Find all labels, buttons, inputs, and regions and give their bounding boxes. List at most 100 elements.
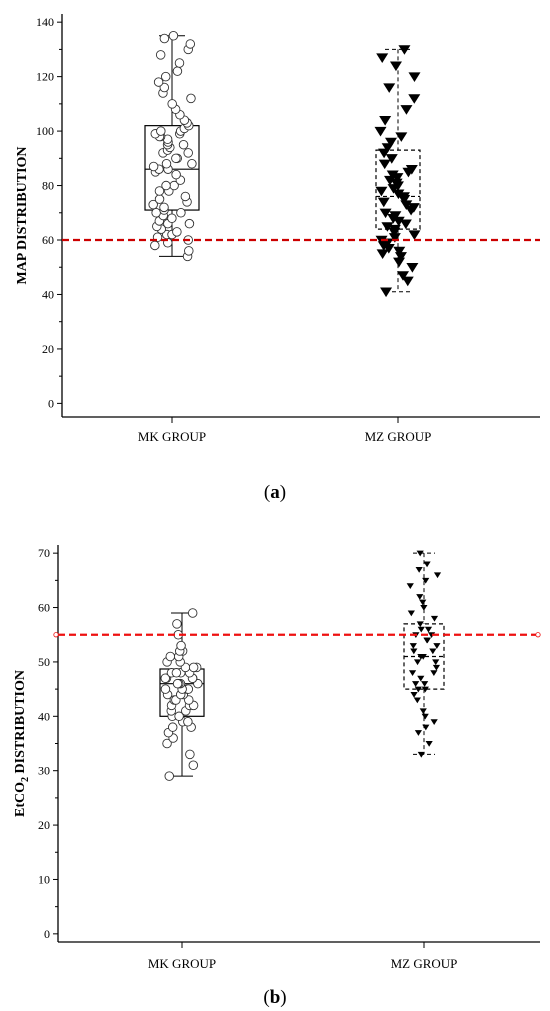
data-point bbox=[161, 180, 171, 191]
data-point bbox=[414, 686, 422, 693]
data-point bbox=[148, 199, 158, 210]
x-tick-label: MZ GROUP bbox=[365, 429, 432, 444]
y-tick-label: 10 bbox=[38, 872, 50, 886]
data-point bbox=[187, 608, 198, 618]
data-point bbox=[408, 230, 421, 240]
data-point bbox=[410, 648, 418, 655]
iqr-box bbox=[144, 125, 200, 211]
series-1 bbox=[144, 31, 200, 262]
panel-b-chart: 0 10 20 30 40 50 60 70 EtCO2 DISTRIBUTION MK GROU… bbox=[13, 545, 541, 971]
data-point bbox=[399, 219, 412, 230]
data-point bbox=[167, 722, 178, 732]
data-point bbox=[394, 252, 407, 262]
data-point bbox=[425, 740, 433, 747]
data-point bbox=[417, 675, 425, 682]
data-point bbox=[417, 626, 425, 633]
data-point bbox=[155, 50, 166, 60]
data-point bbox=[389, 61, 402, 72]
x-tick-label: MK GROUP bbox=[148, 956, 216, 971]
data-point bbox=[386, 170, 399, 181]
series-1 bbox=[159, 608, 205, 781]
y-tick-label: 60 bbox=[42, 233, 54, 247]
iqr-box bbox=[375, 149, 421, 230]
data-point bbox=[401, 276, 414, 287]
data-point bbox=[187, 159, 197, 169]
data-point bbox=[167, 99, 177, 109]
data-point bbox=[419, 599, 427, 606]
data-point bbox=[398, 45, 411, 55]
data-point bbox=[395, 132, 408, 142]
y-tick-label: 40 bbox=[42, 287, 54, 301]
data-point bbox=[423, 637, 432, 644]
y-tick-label: 0 bbox=[48, 396, 54, 410]
data-point bbox=[412, 681, 420, 687]
reference-line-end bbox=[535, 632, 541, 638]
data-point bbox=[176, 208, 186, 218]
y-tick-label: 80 bbox=[42, 179, 54, 193]
data-point bbox=[185, 749, 195, 760]
data-point bbox=[432, 659, 440, 666]
data-point bbox=[380, 287, 393, 298]
data-point bbox=[171, 668, 182, 678]
data-point bbox=[408, 72, 421, 83]
data-point bbox=[377, 197, 390, 208]
data-point bbox=[174, 58, 185, 68]
data-point bbox=[416, 550, 424, 557]
data-point bbox=[419, 653, 427, 660]
data-point bbox=[416, 621, 424, 628]
data-point bbox=[384, 137, 397, 148]
y-tick-label: 20 bbox=[38, 818, 50, 832]
data-point bbox=[184, 246, 194, 256]
data-point bbox=[410, 692, 418, 698]
data-point bbox=[430, 670, 438, 677]
data-point bbox=[413, 697, 421, 704]
data-point bbox=[430, 719, 438, 725]
data-point bbox=[378, 159, 391, 170]
data-point bbox=[405, 165, 418, 175]
data-point bbox=[154, 194, 165, 204]
data-point bbox=[186, 93, 196, 104]
y-tick-label: 140 bbox=[36, 15, 54, 29]
y-tick-label: 70 bbox=[38, 546, 50, 560]
data-point bbox=[407, 203, 420, 213]
panel-label-letter: b bbox=[270, 987, 281, 1008]
data-point bbox=[417, 751, 425, 758]
series-2 bbox=[374, 45, 421, 298]
data-point bbox=[174, 711, 184, 722]
data-point bbox=[389, 211, 402, 221]
data-point bbox=[414, 730, 423, 736]
data-point bbox=[408, 94, 421, 104]
data-point bbox=[407, 610, 415, 617]
data-point bbox=[423, 561, 431, 568]
data-point bbox=[421, 686, 429, 693]
data-point bbox=[176, 640, 186, 651]
data-point bbox=[184, 218, 195, 229]
panel-a-chart: 0 20 40 60 80 100 120 140 MAP DISTRIBUTION MK GRO… bbox=[15, 14, 540, 444]
data-point bbox=[178, 139, 189, 150]
data-point bbox=[383, 83, 396, 93]
data-point bbox=[385, 154, 398, 164]
data-point bbox=[408, 670, 417, 677]
data-point bbox=[388, 233, 401, 243]
y-tick-label: 0 bbox=[44, 927, 50, 941]
y-axis-label: EtCO2 DISTRIBUTION bbox=[13, 670, 31, 817]
data-point bbox=[376, 249, 389, 260]
data-point bbox=[168, 31, 179, 41]
data-point bbox=[164, 771, 175, 781]
data-point bbox=[416, 594, 424, 600]
data-point bbox=[172, 619, 182, 629]
data-point bbox=[160, 673, 171, 683]
data-point bbox=[150, 240, 160, 251]
data-point bbox=[376, 53, 389, 63]
data-point bbox=[406, 263, 419, 273]
data-point bbox=[156, 126, 166, 136]
data-point bbox=[433, 643, 441, 649]
y-tick-label: 20 bbox=[42, 342, 54, 356]
data-point bbox=[185, 39, 196, 49]
data-point bbox=[432, 664, 441, 671]
data-point bbox=[162, 738, 172, 749]
data-point bbox=[159, 82, 170, 93]
data-point bbox=[151, 208, 161, 218]
data-point bbox=[430, 615, 439, 622]
